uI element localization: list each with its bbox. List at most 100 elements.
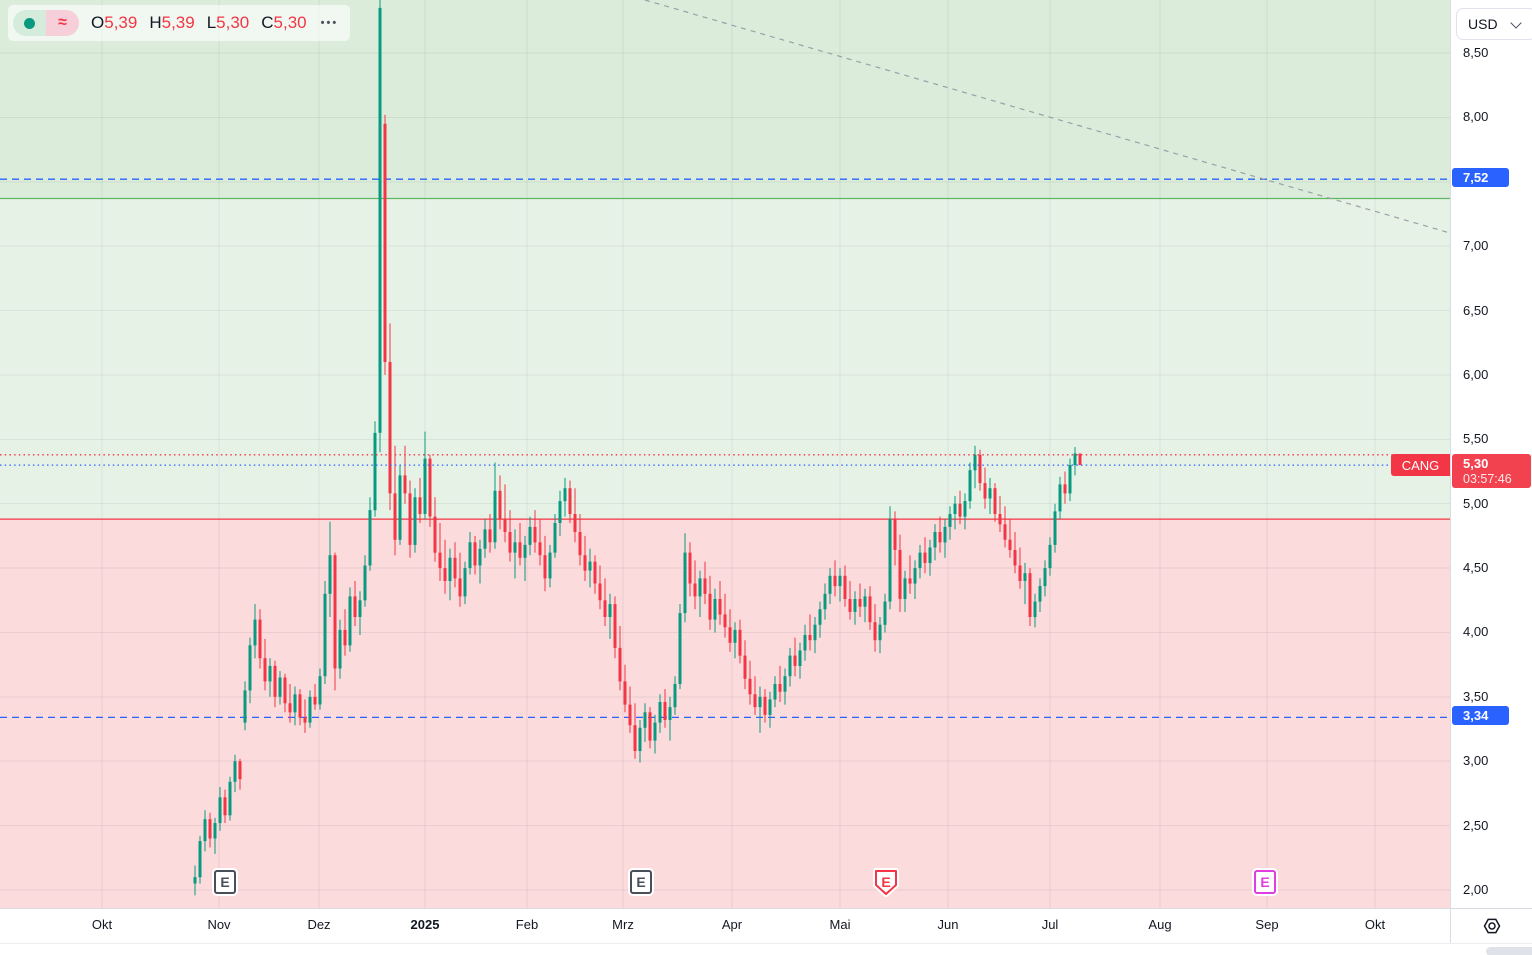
- candle-body: [853, 599, 857, 612]
- time-tick-label: Nov: [207, 917, 231, 932]
- candle-body: [763, 696, 767, 715]
- candle-body: [408, 493, 412, 545]
- alert-price-label[interactable]: 7,52: [1452, 168, 1509, 187]
- candle-body: [648, 712, 652, 741]
- candle-body: [308, 696, 312, 723]
- approx-price-toggle[interactable]: ≈: [46, 10, 79, 36]
- price-tick-label: 6,50: [1463, 303, 1489, 318]
- candle-body: [598, 583, 602, 601]
- chart-plot-area[interactable]: ≈ O5,39 H5,39 L5,30 C5,30 ••• E E E E CA…: [0, 0, 1450, 908]
- candle-body: [928, 547, 932, 563]
- candle-body: [198, 841, 202, 878]
- candle-body: [833, 575, 837, 587]
- earnings-marker[interactable]: E: [209, 866, 241, 900]
- candle-body: [443, 568, 447, 581]
- candle-body: [428, 458, 432, 517]
- candle-body: [618, 647, 622, 682]
- price-tick-label: 5,50: [1463, 431, 1489, 446]
- candle-body: [1043, 568, 1047, 587]
- time-tick-label: Feb: [515, 917, 539, 932]
- candle-body: [213, 823, 217, 839]
- candle-body: [623, 681, 627, 705]
- candle-body: [808, 635, 812, 641]
- candle-body: [243, 690, 247, 723]
- candles-layer: [193, 0, 1082, 896]
- earnings-marker[interactable]: E: [870, 866, 902, 900]
- candle-body: [313, 696, 317, 705]
- svg-text:E: E: [220, 874, 229, 890]
- candle-body: [698, 578, 702, 597]
- svg-text:E: E: [881, 874, 890, 890]
- time-tick-label: Dez: [307, 917, 331, 932]
- time-tick-label: Mrz: [612, 917, 634, 932]
- candle-body: [358, 600, 362, 617]
- candle-body: [348, 596, 352, 646]
- scrollbar-pill[interactable]: [1486, 947, 1532, 955]
- candle-body: [608, 604, 612, 617]
- time-tick-label: Apr: [721, 917, 743, 932]
- time-axis[interactable]: Okt Nov Dez 2025 Feb Mrz Apr Mai Jun Jul Aug Sep Okt: [0, 908, 1532, 955]
- candle-body: [953, 503, 957, 514]
- candle-body: [463, 568, 467, 597]
- candle-body: [338, 629, 342, 669]
- candle-body: [563, 488, 567, 502]
- legend-more-button[interactable]: •••: [320, 17, 339, 29]
- candle-body: [643, 712, 647, 728]
- candle-body: [758, 696, 762, 708]
- candle-body: [278, 677, 282, 697]
- candle-body: [253, 619, 257, 646]
- candle-body: [538, 542, 542, 556]
- series-visibility-toggle[interactable]: [13, 10, 46, 36]
- candle-body: [1013, 550, 1017, 566]
- candle-body: [748, 678, 752, 695]
- alert-price-label[interactable]: 3,34: [1452, 706, 1509, 725]
- candle-body: [663, 702, 667, 720]
- candle-body: [1003, 524, 1007, 540]
- candle-body: [333, 555, 337, 669]
- ohlc-low: L5,30: [206, 13, 250, 32]
- last-price-label[interactable]: 5,30 03:57:46: [1452, 454, 1531, 488]
- candle-body: [723, 614, 727, 628]
- price-axis[interactable]: USD 8,50 8,00 7,00 6,50 6,00 5,50 5,00 4,50 4,00…: [1450, 0, 1532, 908]
- candle-body: [628, 704, 632, 726]
- legend-toggle-pill[interactable]: ≈: [13, 10, 79, 36]
- axis-settings-icon[interactable]: [1480, 914, 1504, 938]
- earnings-marker[interactable]: E: [1249, 866, 1281, 900]
- candle-body: [743, 655, 747, 679]
- candle-body: [603, 600, 607, 617]
- time-axis-strip: [0, 909, 1532, 944]
- candle-body: [493, 490, 497, 543]
- candle-body: [788, 655, 792, 677]
- candle-body: [523, 544, 527, 558]
- candle-body: [1008, 539, 1012, 550]
- candle-body: [403, 475, 407, 494]
- ohlc-close: C5,30: [261, 13, 307, 32]
- levels-over-layer: [0, 454, 1450, 466]
- earnings-marker[interactable]: E: [625, 866, 657, 900]
- candle-body: [873, 622, 877, 641]
- candle-body: [998, 514, 1002, 525]
- candle-body: [203, 819, 207, 842]
- candle-body: [993, 488, 997, 514]
- candle-body: [328, 555, 332, 594]
- candle-body: [208, 819, 212, 839]
- price-tick-label: 5,00: [1463, 496, 1489, 511]
- candle-body: [943, 526, 947, 543]
- candle-body: [978, 454, 982, 484]
- currency-selector[interactable]: USD: [1456, 8, 1532, 40]
- candle-body: [303, 717, 307, 723]
- time-tick-label: Okt: [1364, 917, 1386, 932]
- candle-body: [353, 596, 357, 617]
- candle-body: [413, 497, 417, 545]
- candle-body: [693, 583, 697, 597]
- candle-body: [733, 629, 737, 643]
- candlestick-chart[interactable]: [0, 0, 1450, 908]
- candle-body: [448, 557, 452, 581]
- candle-body: [958, 503, 962, 517]
- candle-body: [923, 552, 927, 563]
- candle-body: [1053, 511, 1057, 545]
- candle-body: [238, 761, 242, 780]
- candle-body: [1028, 573, 1032, 617]
- candle-body: [593, 561, 597, 584]
- candle-body: [933, 532, 937, 548]
